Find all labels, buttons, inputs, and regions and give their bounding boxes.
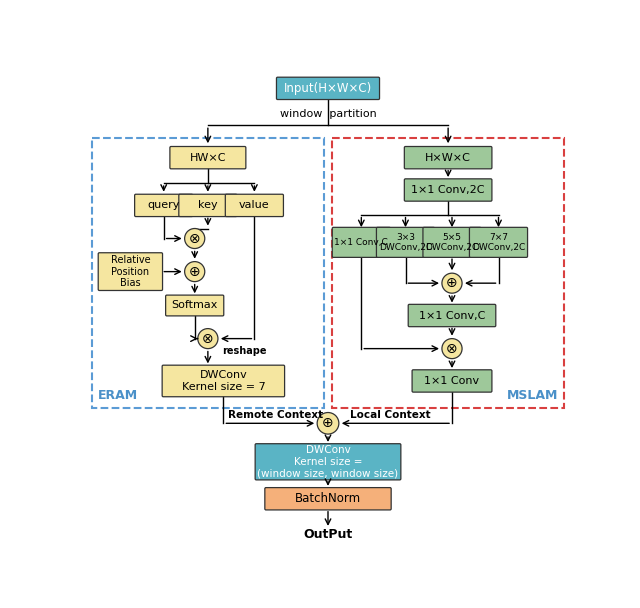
Text: 5×5
DWConv,2C: 5×5 DWConv,2C [426, 233, 479, 252]
Bar [92, 139, 324, 408]
Circle shape [442, 339, 462, 359]
Text: key: key [198, 201, 218, 210]
FancyBboxPatch shape [179, 194, 237, 216]
Text: HW×C: HW×C [189, 153, 226, 163]
Circle shape [317, 413, 339, 434]
FancyBboxPatch shape [134, 194, 193, 216]
Circle shape [184, 229, 205, 249]
Text: DWConv
Kernel size = 7: DWConv Kernel size = 7 [182, 370, 265, 392]
Text: ⊕: ⊕ [322, 416, 334, 430]
Text: ERAM: ERAM [98, 389, 138, 402]
FancyBboxPatch shape [408, 305, 496, 326]
FancyBboxPatch shape [412, 370, 492, 392]
Text: 1×1 Conv,2C: 1×1 Conv,2C [412, 185, 485, 195]
Text: ⊕: ⊕ [189, 264, 200, 278]
Text: BatchNorm: BatchNorm [295, 492, 361, 505]
FancyBboxPatch shape [332, 227, 390, 257]
FancyBboxPatch shape [376, 227, 435, 257]
Text: DWConv
Kernel size =
(window size, window size): DWConv Kernel size = (window size, windo… [257, 445, 399, 478]
FancyBboxPatch shape [404, 147, 492, 169]
Text: H×W×C: H×W×C [425, 153, 471, 163]
Text: Relative
Position
Bias: Relative Position Bias [111, 255, 150, 288]
Text: Input(H×W×C): Input(H×W×C) [284, 82, 372, 95]
Text: ⊗: ⊗ [202, 331, 214, 345]
FancyBboxPatch shape [170, 147, 246, 169]
FancyBboxPatch shape [162, 365, 285, 397]
Text: 1×1 Conv,C: 1×1 Conv,C [419, 311, 485, 320]
Text: 1×1 Conv: 1×1 Conv [424, 376, 479, 386]
Circle shape [198, 328, 218, 348]
FancyBboxPatch shape [166, 295, 224, 316]
Text: ⊕: ⊕ [446, 276, 458, 290]
FancyBboxPatch shape [423, 227, 481, 257]
Text: MSLAM: MSLAM [507, 389, 558, 402]
FancyBboxPatch shape [225, 194, 284, 216]
Text: OutPut: OutPut [303, 528, 353, 542]
FancyBboxPatch shape [265, 488, 391, 510]
FancyBboxPatch shape [255, 444, 401, 480]
FancyBboxPatch shape [469, 227, 527, 257]
Text: 3×3
DWConv,2C: 3×3 DWConv,2C [379, 233, 432, 252]
Text: 1×1 Conv,C: 1×1 Conv,C [335, 238, 388, 247]
Bar [332, 139, 564, 408]
Text: ⊗: ⊗ [446, 342, 458, 356]
Text: window  partition: window partition [280, 109, 376, 119]
Text: Local Context: Local Context [349, 410, 430, 420]
Text: value: value [239, 201, 269, 210]
Text: query: query [147, 201, 180, 210]
Circle shape [184, 261, 205, 282]
Text: reshape: reshape [222, 347, 266, 356]
Text: Softmax: Softmax [172, 300, 218, 311]
FancyBboxPatch shape [276, 77, 380, 100]
FancyBboxPatch shape [404, 179, 492, 201]
Circle shape [442, 273, 462, 293]
Text: Remote Context: Remote Context [228, 410, 323, 420]
Text: 7×7
DWConv,2C: 7×7 DWConv,2C [472, 233, 525, 252]
Text: ⊗: ⊗ [189, 232, 200, 246]
FancyBboxPatch shape [98, 253, 163, 291]
